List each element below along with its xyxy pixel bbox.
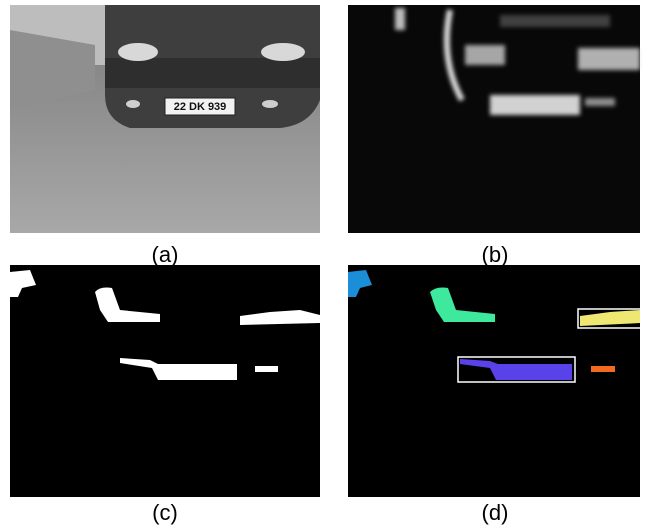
- component: [591, 366, 615, 372]
- fog-light: [126, 100, 140, 108]
- figure: 22 DK 939 (a) (b) (c): [0, 0, 649, 526]
- binary-map: [10, 265, 320, 497]
- panel-d: (d): [348, 265, 648, 525]
- caption: (c): [152, 500, 178, 525]
- headlight: [261, 43, 305, 61]
- page: 22 DK 939 (a) (b) (c): [0, 0, 649, 526]
- fog-light: [262, 100, 278, 108]
- caption: (a): [152, 242, 179, 267]
- panel-c: (c): [10, 265, 320, 525]
- caption: (b): [482, 242, 509, 267]
- label-map: [348, 265, 640, 497]
- bumper: [105, 58, 320, 88]
- caption: (d): [482, 500, 509, 525]
- edge-map: [348, 5, 640, 233]
- panel-a: 22 DK 939 (a): [10, 5, 320, 267]
- plate-text: 22 DK 939: [174, 101, 227, 113]
- headlight: [118, 43, 158, 61]
- panel-b: (b): [348, 5, 640, 267]
